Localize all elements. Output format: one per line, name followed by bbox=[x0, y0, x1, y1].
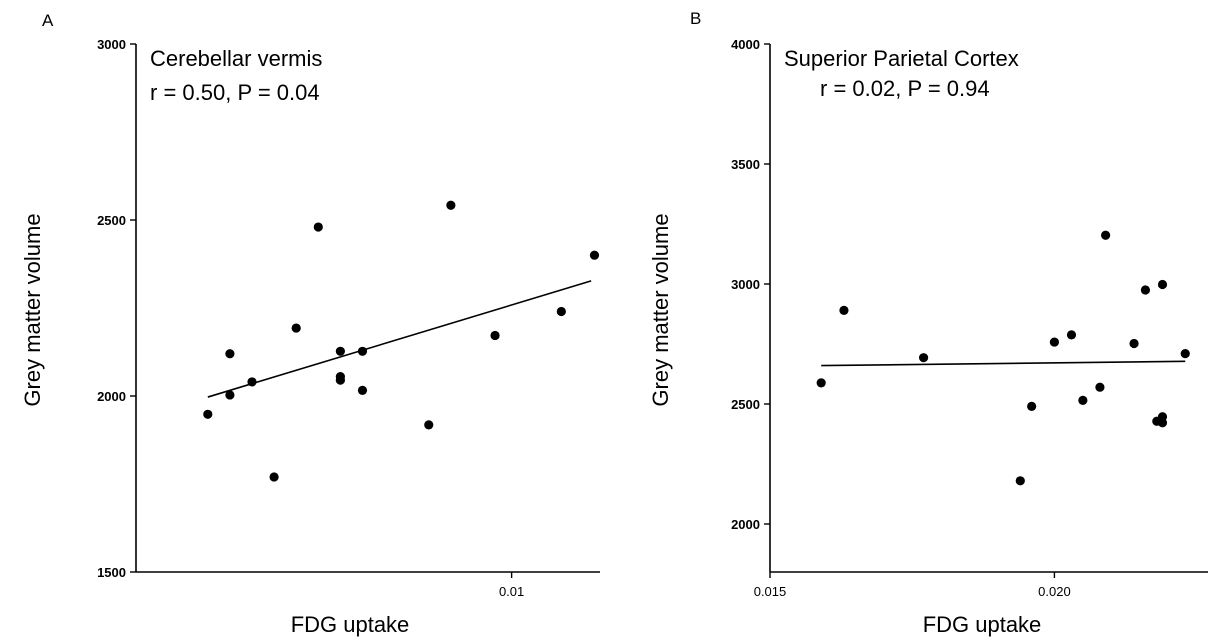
x-axis-title: FDG uptake bbox=[923, 612, 1042, 637]
panel-b: B 2000 2500 3000 3500 4000 0.015 0.020 Superi… bbox=[648, 9, 1208, 637]
y-axis-title: Grey matter volume bbox=[20, 213, 45, 406]
panel-a: A 1500 2000 2500 3000 0.01 Cerebellar vermi… bbox=[20, 11, 600, 637]
data-point bbox=[203, 409, 213, 419]
data-point bbox=[291, 323, 301, 333]
data-marks bbox=[816, 230, 1190, 486]
y-ticks: 2000 2500 3000 3500 4000 bbox=[731, 37, 770, 532]
x-tick-label: 0.01 bbox=[499, 584, 524, 599]
data-point bbox=[490, 330, 500, 341]
panel-label: A bbox=[42, 11, 54, 30]
chart-annotation-line-2: r = 0.50, P = 0.04 bbox=[150, 80, 320, 105]
data-point bbox=[918, 353, 929, 363]
data-point bbox=[1078, 395, 1088, 405]
data-point bbox=[1180, 349, 1190, 359]
data-point bbox=[1101, 230, 1111, 240]
regression-line bbox=[207, 280, 592, 398]
x-ticks: 0.01 bbox=[499, 572, 524, 599]
data-point bbox=[357, 385, 368, 395]
data-point bbox=[1140, 285, 1151, 295]
data-point bbox=[446, 200, 456, 210]
y-tick-label: 2000 bbox=[97, 389, 126, 404]
x-tick-label: 0.020 bbox=[1038, 584, 1071, 599]
data-point bbox=[357, 346, 368, 356]
data-point bbox=[1049, 337, 1060, 347]
data-point bbox=[1027, 401, 1037, 411]
y-axis-title: Grey matter volume bbox=[648, 213, 673, 406]
chart-annotation-line-2: r = 0.02, P = 0.94 bbox=[820, 76, 990, 101]
data-point bbox=[225, 349, 235, 359]
panel-label: B bbox=[690, 9, 701, 28]
y-tick-label: 1500 bbox=[97, 565, 126, 580]
data-point bbox=[1066, 330, 1077, 340]
data-point bbox=[589, 250, 600, 260]
y-tick-label: 3000 bbox=[97, 37, 126, 52]
y-tick-label: 2000 bbox=[731, 517, 760, 532]
y-ticks: 1500 2000 2500 3000 bbox=[97, 37, 136, 580]
data-point bbox=[313, 222, 323, 232]
data-marks bbox=[203, 200, 600, 482]
data-point bbox=[1129, 338, 1139, 349]
y-tick-label: 3500 bbox=[731, 157, 760, 172]
regression-line bbox=[821, 360, 1186, 367]
y-tick-label: 4000 bbox=[731, 37, 760, 52]
x-axis-title: FDG uptake bbox=[291, 612, 410, 637]
data-point bbox=[1157, 279, 1168, 290]
data-point bbox=[335, 375, 345, 385]
x-ticks: 0.015 0.020 bbox=[754, 572, 1071, 599]
y-tick-label: 2500 bbox=[731, 397, 760, 412]
data-point bbox=[556, 306, 566, 317]
data-point bbox=[269, 472, 279, 482]
data-point bbox=[839, 305, 849, 315]
x-tick-label: 0.015 bbox=[754, 584, 787, 599]
data-point bbox=[424, 420, 434, 430]
data-point bbox=[335, 346, 345, 356]
chart-annotation-line-1: Cerebellar vermis bbox=[150, 46, 322, 71]
data-point bbox=[1157, 418, 1168, 428]
data-point bbox=[816, 378, 826, 388]
data-point bbox=[247, 377, 257, 387]
chart-annotation-line-1: Superior Parietal Cortex bbox=[784, 46, 1019, 71]
y-tick-label: 2500 bbox=[97, 213, 126, 228]
y-tick-label: 3000 bbox=[731, 277, 760, 292]
data-point bbox=[225, 390, 235, 400]
data-point bbox=[1095, 382, 1105, 392]
data-point bbox=[1015, 476, 1025, 486]
